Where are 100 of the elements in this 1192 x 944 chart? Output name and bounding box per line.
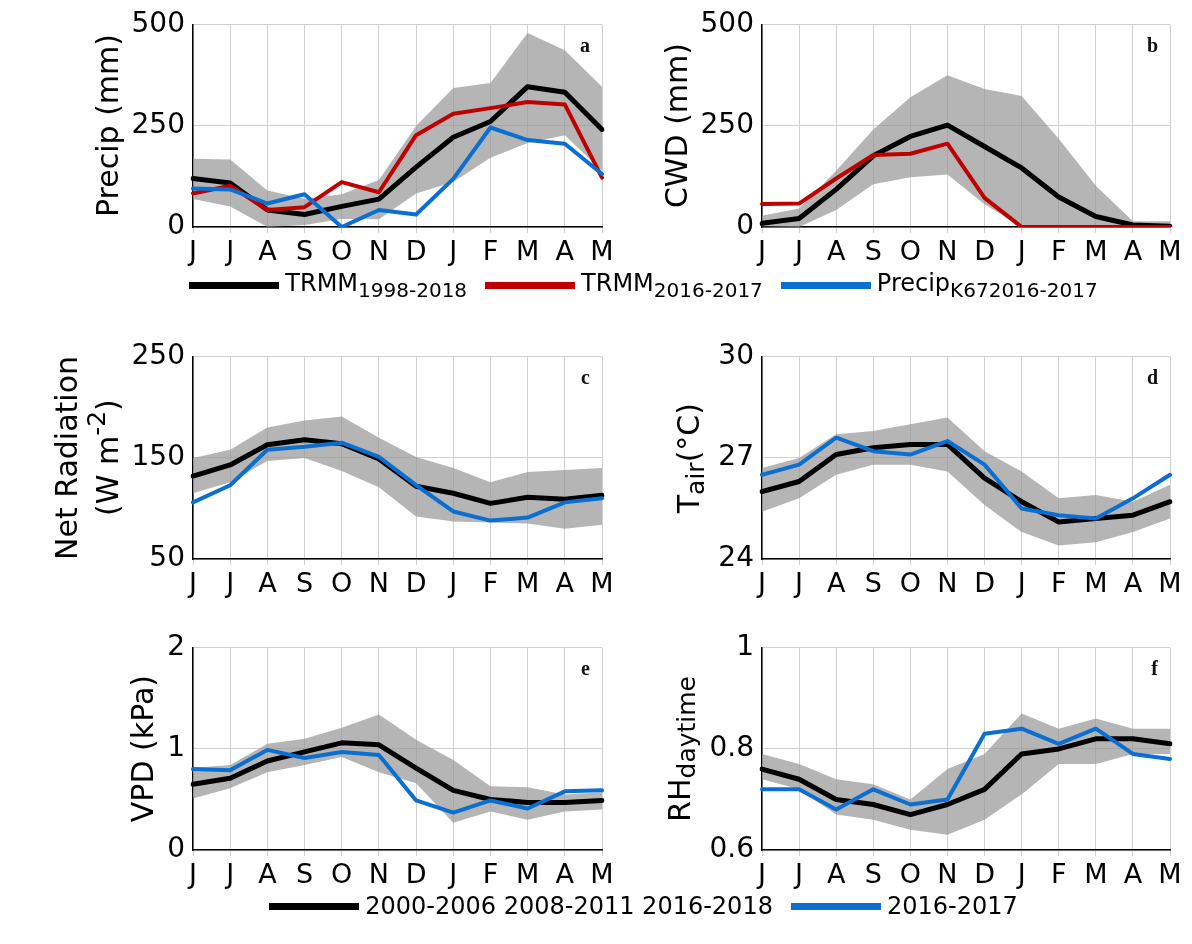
annotation: f bbox=[1151, 656, 1159, 679]
x-tick-label: J bbox=[793, 858, 804, 890]
x-tick-label: J bbox=[447, 858, 458, 890]
x-tick-label: O bbox=[331, 235, 353, 267]
x-tick-label: A bbox=[555, 567, 575, 599]
legend-label: TRMM$_{2016-2017}$ bbox=[581, 269, 763, 302]
x-tick-label: J bbox=[793, 567, 804, 599]
x-tick-label: J bbox=[224, 858, 235, 890]
x-tick-label: N bbox=[368, 858, 390, 890]
y-tick-label: 0.8 bbox=[709, 730, 754, 764]
x-tick-label: D bbox=[974, 235, 995, 267]
x-tick-label: A bbox=[826, 567, 846, 599]
x-tick-label: J bbox=[187, 567, 197, 599]
x-tick-label: M bbox=[1158, 235, 1182, 267]
x-tick-label: J bbox=[447, 567, 458, 599]
legend-label: TRMM$_{1998-2018}$ bbox=[285, 269, 468, 302]
x-tick-label: A bbox=[555, 858, 575, 890]
x-tick-label: F bbox=[482, 858, 499, 890]
y-axis-title: Precip (mm) bbox=[89, 34, 125, 218]
x-tick-label: S bbox=[864, 858, 882, 890]
y-tick-label: 150 bbox=[131, 439, 185, 473]
x-tick-label: J bbox=[224, 567, 235, 599]
x-tick-label: M bbox=[515, 235, 540, 267]
y-tick-label: 1 bbox=[736, 629, 754, 663]
x-tick-label: M bbox=[1158, 858, 1182, 890]
x-tick-label: M bbox=[515, 858, 540, 890]
x-tick-label: N bbox=[937, 235, 958, 267]
x-tick-label: F bbox=[482, 235, 499, 267]
x-tick-label: A bbox=[1123, 235, 1143, 267]
x-tick-label: S bbox=[295, 858, 314, 890]
x-tick-label: M bbox=[1084, 858, 1108, 890]
x-tick-label: M bbox=[1084, 567, 1108, 599]
legend-label: 2016-2017 bbox=[886, 892, 1018, 920]
x-tick-label: O bbox=[331, 858, 353, 890]
x-tick-label: A bbox=[826, 235, 846, 267]
x-tick-label: J bbox=[756, 235, 766, 267]
y-axis-title: CWD (mm) bbox=[658, 43, 694, 209]
x-tick-label: J bbox=[1015, 235, 1026, 267]
y-tick-label: 24 bbox=[718, 540, 754, 574]
x-tick-label: O bbox=[899, 235, 921, 267]
x-tick-label: J bbox=[756, 858, 766, 890]
x-tick-label: N bbox=[368, 235, 390, 267]
y-tick-label: 250 bbox=[131, 338, 185, 372]
x-tick-label: O bbox=[899, 858, 921, 890]
annotation: e bbox=[581, 656, 591, 679]
x-tick-label: F bbox=[482, 567, 499, 599]
annotation: a bbox=[580, 33, 590, 56]
y-tick-label: 2 bbox=[167, 629, 185, 663]
x-tick-label: S bbox=[295, 567, 314, 599]
x-tick-label: D bbox=[405, 567, 427, 599]
x-tick-label: A bbox=[1123, 567, 1143, 599]
x-tick-label: O bbox=[331, 567, 353, 599]
x-tick-label: M bbox=[590, 858, 614, 890]
annotation: c bbox=[581, 365, 591, 388]
y-tick-label: 0 bbox=[736, 208, 754, 242]
x-tick-label: F bbox=[1050, 235, 1067, 267]
y-axis-title: VPD (kPa) bbox=[125, 675, 161, 823]
x-tick-label: M bbox=[515, 567, 540, 599]
y-tick-label: 250 bbox=[131, 107, 185, 141]
x-tick-label: M bbox=[1084, 235, 1108, 267]
x-tick-label: J bbox=[447, 235, 458, 267]
x-tick-label: N bbox=[937, 858, 958, 890]
legend-label: Precip$_{K672016-2017}$ bbox=[876, 269, 1098, 302]
x-tick-label: M bbox=[590, 235, 614, 267]
x-tick-label: F bbox=[1050, 858, 1067, 890]
x-tick-label: M bbox=[1158, 567, 1182, 599]
x-tick-label: J bbox=[1015, 567, 1026, 599]
x-tick-label: D bbox=[405, 858, 427, 890]
x-tick-label: N bbox=[368, 567, 390, 599]
x-tick-label: J bbox=[1015, 858, 1026, 890]
annotation: d bbox=[1146, 365, 1158, 388]
x-tick-label: A bbox=[258, 235, 278, 267]
x-tick-label: J bbox=[224, 235, 235, 267]
y-tick-label: 0.6 bbox=[709, 831, 754, 865]
x-tick-label: A bbox=[1123, 858, 1143, 890]
y-tick-label: 0 bbox=[167, 208, 185, 242]
x-tick-label: M bbox=[590, 567, 614, 599]
x-tick-label: D bbox=[974, 858, 995, 890]
y-tick-label: 50 bbox=[149, 540, 185, 574]
x-tick-label: O bbox=[899, 567, 921, 599]
x-tick-label: N bbox=[937, 567, 958, 599]
x-tick-label: A bbox=[258, 858, 278, 890]
x-tick-label: A bbox=[555, 235, 575, 267]
y-tick-label: 250 bbox=[700, 107, 754, 141]
x-tick-label: D bbox=[405, 235, 427, 267]
x-tick-label: A bbox=[258, 567, 278, 599]
y-tick-label: 30 bbox=[718, 338, 754, 372]
x-tick-label: S bbox=[864, 235, 882, 267]
x-tick-label: J bbox=[187, 858, 197, 890]
y-tick-label: 1 bbox=[167, 730, 185, 764]
y-tick-label: 27 bbox=[718, 439, 754, 473]
x-tick-label: J bbox=[187, 235, 197, 267]
legend-label: 2000-2006 2008-2011 2016-2018 bbox=[365, 892, 773, 920]
x-tick-label: S bbox=[295, 235, 314, 267]
x-tick-label: A bbox=[826, 858, 846, 890]
y-tick-label: 500 bbox=[131, 6, 185, 40]
annotation: b bbox=[1146, 33, 1158, 56]
y-tick-label: 500 bbox=[700, 6, 754, 40]
x-tick-label: J bbox=[793, 235, 804, 267]
y-tick-label: 0 bbox=[167, 831, 185, 865]
